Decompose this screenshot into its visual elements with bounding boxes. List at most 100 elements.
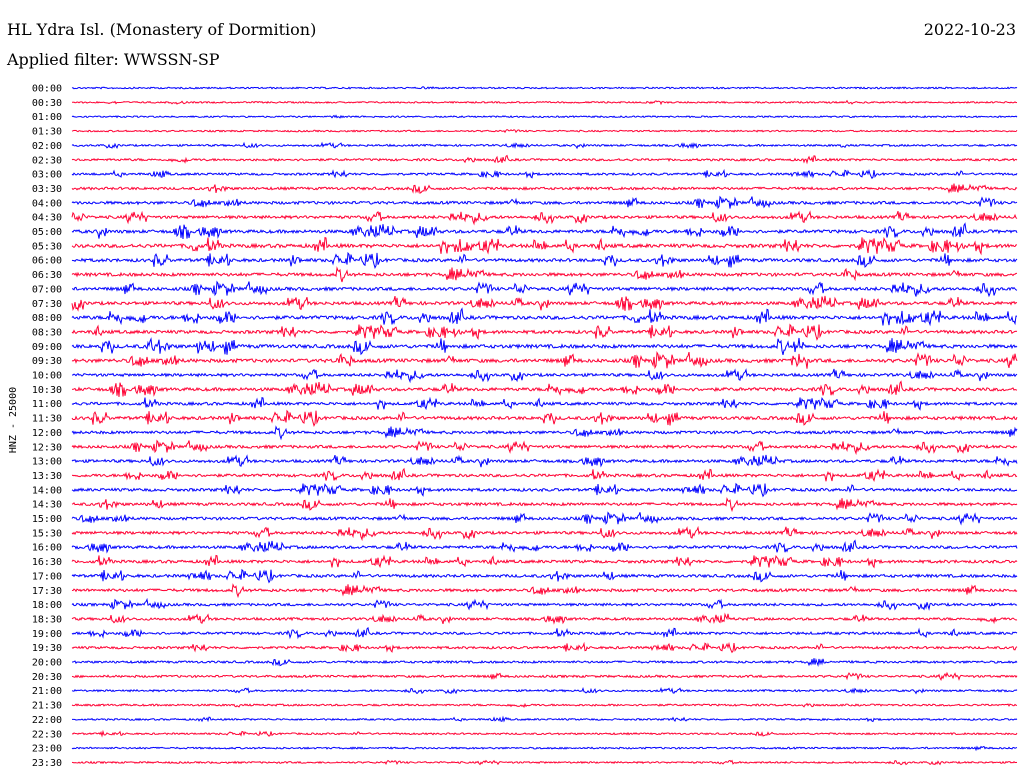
seismic-trace-1100	[71, 396, 1018, 411]
seismic-trace-1800	[71, 597, 1018, 611]
row-time-label: 20:30	[32, 672, 62, 683]
seismic-trace-0900	[71, 337, 1018, 356]
row-time-label: 07:30	[32, 299, 62, 310]
seismic-trace-0630	[71, 266, 1017, 283]
seismic-trace-0400	[71, 195, 1018, 210]
seismic-trace-1830	[71, 612, 1018, 625]
seismic-trace-1530	[71, 525, 1018, 542]
row-time-label: 08:00	[32, 313, 62, 324]
seismic-trace-0330	[71, 183, 1018, 194]
row-time-label: 10:30	[32, 385, 62, 396]
seismic-trace-1700	[71, 568, 1018, 584]
row-time-label: 02:00	[32, 141, 62, 152]
row-time-label: 01:30	[32, 127, 62, 138]
seismic-trace-0600	[71, 251, 1018, 270]
row-time-label: 04:30	[32, 213, 62, 224]
row-time-label: 04:00	[32, 198, 62, 209]
row-time-label: 18:30	[32, 614, 62, 625]
row-time-label: 11:00	[32, 399, 62, 410]
filter-label: Applied filter: WWSSN-SP	[7, 50, 220, 69]
seismic-trace-1330	[71, 467, 1018, 482]
seismic-trace-1930	[71, 641, 1018, 654]
row-time-label: 09:00	[32, 342, 62, 353]
row-time-label: 12:00	[32, 428, 62, 439]
row-time-label: 16:00	[32, 543, 62, 554]
row-time-label: 11:30	[32, 414, 62, 425]
row-time-label: 18:00	[32, 600, 62, 611]
row-time-label: 03:30	[32, 184, 62, 195]
row-time-label: 19:00	[32, 629, 62, 640]
seismic-trace-0000	[71, 86, 1018, 90]
row-time-label: 17:30	[32, 586, 62, 597]
y-axis-label: HNZ - 25000	[8, 387, 19, 453]
row-time-label: 23:00	[32, 744, 62, 755]
seismic-trace-2000	[72, 657, 1018, 668]
seismic-trace-1200	[71, 425, 1018, 441]
row-time-label: 06:00	[32, 256, 62, 267]
row-time-label: 02:30	[32, 155, 62, 166]
row-time-label: 15:30	[32, 528, 62, 539]
seismic-trace-0130	[71, 129, 1018, 134]
row-time-label: 20:00	[32, 658, 62, 669]
seismic-trace-0230	[71, 154, 1018, 165]
row-time-label: 21:00	[32, 686, 62, 697]
seismic-trace-0300	[71, 168, 1018, 180]
seismic-trace-2300	[71, 745, 1018, 752]
seismic-trace-0830	[71, 323, 1018, 341]
row-time-label: 05:00	[32, 227, 62, 238]
seismic-trace-0430	[71, 210, 1018, 226]
row-time-label: 10:00	[32, 371, 62, 382]
seismic-trace-2330	[71, 759, 1018, 766]
row-time-label: 21:30	[32, 701, 62, 712]
plot-date: 2022-10-23	[923, 20, 1016, 39]
seismic-trace-1300	[71, 454, 1018, 468]
row-time-label: 15:00	[32, 514, 62, 525]
seismic-trace-0930	[71, 350, 1018, 370]
seismic-trace-0500	[71, 222, 1018, 240]
seismic-trace-1430	[71, 497, 1018, 513]
seismic-trace-2100	[71, 686, 1018, 695]
seismic-trace-2230	[71, 729, 1018, 738]
seismic-trace-0730	[71, 295, 1018, 312]
row-time-label: 14:00	[32, 485, 62, 496]
row-time-label: 00:00	[32, 84, 62, 95]
row-time-label: 00:30	[32, 98, 62, 109]
row-time-label: 09:30	[32, 356, 62, 367]
row-time-label: 03:00	[32, 170, 62, 181]
seismic-trace-1030	[71, 380, 1018, 397]
seismic-trace-1230	[71, 439, 1018, 456]
seismic-trace-0200	[71, 141, 1018, 150]
seismic-trace-0800	[71, 307, 1017, 327]
seismic-trace-2200	[72, 715, 1018, 723]
seismic-trace-1630	[71, 554, 1018, 569]
seismic-trace-1500	[71, 511, 1018, 526]
row-time-label: 13:00	[32, 457, 62, 468]
row-time-label: 06:30	[32, 270, 62, 281]
seismic-trace-0700	[71, 280, 1018, 298]
row-time-label: 12:30	[32, 442, 62, 453]
seismic-trace-1000	[72, 368, 1018, 384]
row-time-label: 22:30	[32, 729, 62, 740]
row-time-label: 14:30	[32, 500, 62, 511]
seismic-trace-1600	[71, 539, 1018, 554]
row-time-label: 13:30	[32, 471, 62, 482]
seismic-trace-2030	[71, 671, 1018, 682]
seismic-trace-1730	[71, 583, 1018, 599]
row-time-label: 23:30	[32, 758, 62, 769]
row-time-label: 05:30	[32, 241, 62, 252]
seismic-trace-0030	[71, 99, 1018, 106]
row-time-label: 17:00	[32, 571, 62, 582]
seismic-trace-0530	[71, 236, 1017, 256]
seismic-trace-2130	[71, 702, 1018, 709]
row-time-label: 07:00	[32, 284, 62, 295]
seismic-trace-1130	[71, 409, 1018, 427]
row-time-label: 22:00	[32, 715, 62, 726]
seismic-trace-1900	[71, 626, 1018, 640]
station-title: HL Ydra Isl. (Monastery of Dormition)	[7, 20, 317, 39]
row-time-label: 08:30	[32, 327, 62, 338]
seismic-trace-1400	[71, 482, 1018, 498]
row-time-label: 19:30	[32, 643, 62, 654]
row-time-label: 01:00	[32, 112, 62, 123]
seismic-trace-0100	[71, 114, 1018, 119]
